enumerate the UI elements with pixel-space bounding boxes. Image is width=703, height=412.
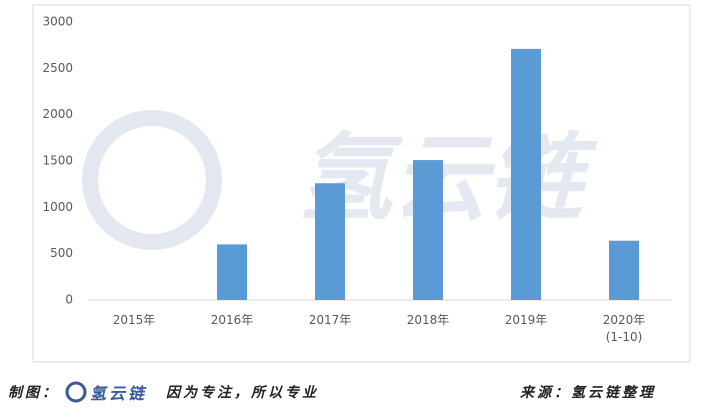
- x-tick-label: 2020年 (1-10): [602, 313, 646, 344]
- maker-label: 制图：: [8, 385, 59, 401]
- x-tick-label: 2018年: [406, 313, 450, 327]
- footer-logo-text: 氢云链: [90, 384, 148, 403]
- x-tick-label: 2017年: [308, 313, 352, 327]
- y-tick-label: 1500: [42, 154, 73, 168]
- y-tick-label: 2000: [42, 107, 73, 121]
- bar: [413, 160, 443, 300]
- y-tick-label: 1000: [42, 200, 73, 214]
- source: 来源：氢云链整理: [520, 385, 656, 401]
- bar: [217, 244, 247, 300]
- x-tick-label: 2016年: [210, 313, 254, 327]
- bar: [511, 48, 541, 300]
- bar: [315, 183, 345, 300]
- x-tick-label: 2019年: [504, 313, 548, 327]
- y-tick-label: 3000: [42, 15, 73, 29]
- watermark: 氢云链: [297, 124, 597, 234]
- x-tick-label: 2015年: [112, 313, 156, 327]
- chart-frame: [32, 4, 691, 363]
- footer-logo-icon: [65, 381, 87, 403]
- y-tick-label: 0: [65, 293, 73, 307]
- y-tick-label: 2500: [42, 61, 73, 75]
- watermark-logo: [82, 110, 222, 250]
- slogan: 因为专注，所以专业: [166, 385, 319, 401]
- y-tick-label: 500: [50, 246, 73, 260]
- bar: [609, 240, 639, 300]
